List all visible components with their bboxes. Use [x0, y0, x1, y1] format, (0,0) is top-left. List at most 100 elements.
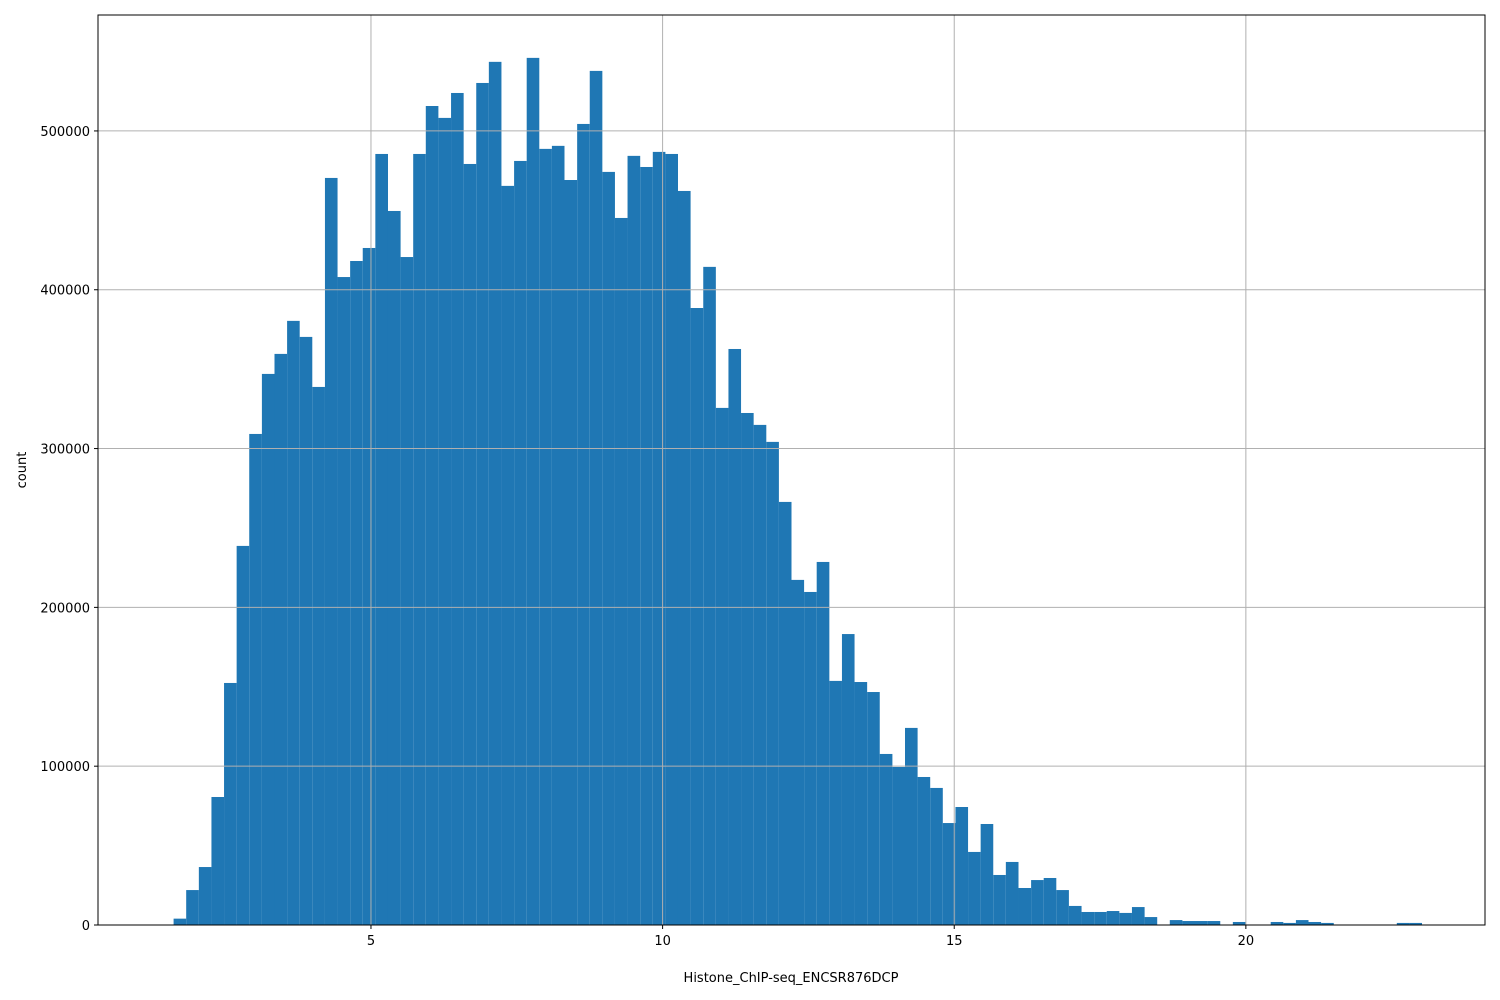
bar — [1295, 920, 1309, 925]
bar — [413, 153, 426, 925]
bar — [652, 151, 666, 925]
y-tick-label: 0 — [82, 919, 90, 934]
x-tick-label: 15 — [946, 934, 963, 949]
bar — [1043, 877, 1057, 925]
bar — [1094, 911, 1107, 925]
bar — [362, 247, 376, 925]
bar — [930, 787, 943, 925]
bar — [438, 117, 452, 925]
bar — [425, 106, 439, 925]
bar — [400, 257, 414, 926]
bar — [1396, 922, 1410, 925]
bar — [728, 348, 742, 926]
bar — [1005, 861, 1019, 925]
y-tick-label: 500000 — [40, 125, 90, 140]
bar — [350, 261, 363, 926]
bar — [980, 823, 994, 925]
bar — [324, 177, 338, 926]
bar — [829, 680, 842, 925]
bar — [1056, 890, 1069, 925]
bar — [766, 441, 779, 925]
bar — [867, 692, 880, 925]
x-axis-label: Histone_ChIP-seq_ENCSR876DCP — [684, 971, 899, 986]
bar — [905, 727, 918, 925]
bar — [387, 210, 401, 925]
plot-frame — [97, 14, 1486, 926]
bar — [249, 433, 262, 925]
bar — [1270, 921, 1284, 925]
bar — [539, 148, 552, 925]
bar — [577, 123, 590, 925]
bar — [753, 424, 767, 925]
bar — [1068, 905, 1082, 925]
bar — [968, 851, 981, 925]
bar — [463, 163, 477, 925]
bar — [476, 82, 489, 926]
bar — [337, 277, 351, 925]
bar — [993, 874, 1006, 925]
bar — [841, 634, 855, 925]
bar — [854, 682, 868, 925]
bar — [526, 57, 540, 926]
bar — [892, 766, 906, 925]
bar — [173, 918, 187, 925]
bar — [501, 185, 515, 926]
bar — [589, 70, 603, 925]
bar — [690, 308, 704, 925]
bar — [514, 160, 527, 925]
bar — [778, 501, 792, 925]
x-tick-label: 10 — [654, 934, 671, 949]
bar — [1081, 911, 1095, 925]
bar — [942, 823, 956, 925]
x-tick-label: 20 — [1238, 934, 1255, 949]
bar — [791, 579, 805, 925]
bar — [375, 153, 388, 925]
bar — [1119, 912, 1132, 925]
bar — [287, 320, 300, 925]
bar — [198, 867, 212, 925]
y-tick-label: 100000 — [40, 760, 90, 775]
bar — [1131, 907, 1145, 925]
bar — [274, 353, 288, 926]
bar — [1144, 917, 1158, 925]
bar — [1232, 921, 1246, 925]
bar — [602, 171, 615, 926]
bar — [677, 190, 691, 926]
bar — [1207, 921, 1221, 925]
bar — [879, 753, 893, 925]
bar — [1018, 887, 1032, 925]
bar — [564, 180, 578, 926]
bar — [1182, 921, 1196, 925]
bar — [627, 155, 641, 925]
bar — [614, 217, 628, 925]
bar — [451, 92, 464, 926]
bar — [488, 61, 502, 925]
bar — [703, 266, 716, 926]
bar — [1169, 920, 1183, 925]
bar — [1283, 922, 1296, 925]
bar — [955, 807, 969, 925]
x-tick-label: 5 — [367, 934, 375, 949]
bar — [640, 166, 653, 925]
bar — [551, 145, 565, 925]
bar — [1409, 922, 1423, 925]
bar — [261, 373, 275, 925]
y-tick-label: 300000 — [40, 443, 90, 458]
bar — [1106, 911, 1120, 925]
bar — [816, 561, 830, 925]
bar — [1321, 922, 1334, 925]
bar — [804, 591, 817, 925]
bar — [211, 796, 225, 925]
bar — [665, 153, 678, 925]
bar — [917, 776, 931, 925]
bar — [715, 407, 729, 925]
bar — [186, 890, 199, 925]
y-tick-label: 400000 — [40, 284, 90, 299]
y-tick-label: 200000 — [40, 601, 90, 616]
bar — [1031, 880, 1044, 925]
bar — [1195, 921, 1208, 925]
bar — [1308, 921, 1322, 925]
bar — [312, 386, 325, 925]
bar — [236, 545, 250, 925]
